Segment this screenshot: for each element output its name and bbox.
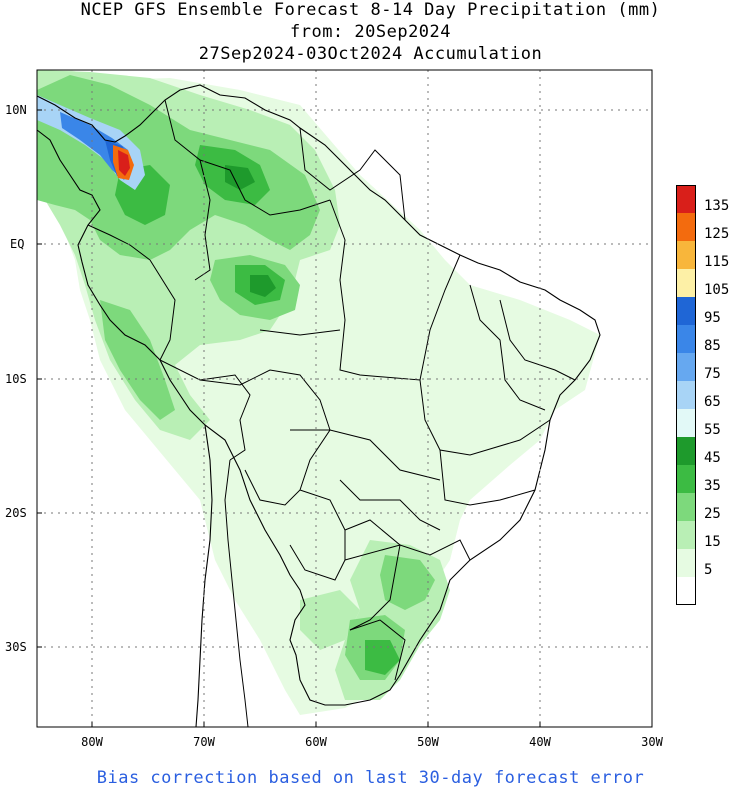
border-uruguay bbox=[349, 619, 406, 681]
map-title-line-1: NCEP GFS Ensemble Forecast 8-14 Day Prec… bbox=[80, 0, 661, 20]
border-brazil-states-1 bbox=[329, 199, 461, 381]
legend-row: 35 bbox=[676, 465, 736, 493]
lat-label-30s: 30S bbox=[5, 640, 27, 654]
border-brazil-states-4 bbox=[439, 449, 536, 506]
legend-swatch bbox=[676, 493, 696, 521]
field-coast-red bbox=[118, 150, 130, 176]
field-green-peru bbox=[100, 300, 175, 420]
legend-swatch bbox=[676, 353, 696, 381]
legend-label: 75 bbox=[704, 366, 721, 382]
lat-label-20s: 20S bbox=[5, 506, 27, 520]
border-guianas bbox=[299, 127, 406, 221]
lat-label-10s: 10S bbox=[5, 372, 27, 386]
legend-label: 135 bbox=[704, 198, 730, 214]
coastline-chile bbox=[195, 424, 213, 728]
legend-label: 105 bbox=[704, 282, 730, 298]
legend-swatch bbox=[676, 465, 696, 493]
lat-label-10n: 10N bbox=[5, 103, 27, 117]
legend-row: 5 bbox=[676, 549, 736, 577]
legend-row: 115 bbox=[676, 241, 736, 269]
border-brazil-states-5 bbox=[344, 539, 471, 561]
legend-label: 35 bbox=[704, 478, 721, 494]
lon-label-70w: 70W bbox=[193, 735, 215, 749]
legend-swatch bbox=[676, 185, 696, 213]
field-dark-green-core4 bbox=[365, 640, 400, 675]
border-brazil-states-3 bbox=[419, 379, 551, 456]
lon-label-50w: 50W bbox=[417, 735, 439, 749]
legend-row: 135 bbox=[676, 185, 736, 213]
border-peru-brazil bbox=[149, 259, 251, 461]
lon-label-30w: 30W bbox=[641, 735, 663, 749]
border-ecuador bbox=[87, 224, 151, 261]
legend-row: 75 bbox=[676, 353, 736, 381]
field-darkest-green-core bbox=[250, 275, 276, 297]
gridlines bbox=[37, 70, 652, 727]
legend-swatch bbox=[676, 325, 696, 353]
legend-swatch bbox=[676, 213, 696, 241]
legend-swatch bbox=[676, 577, 696, 605]
map-title-line-3: 27Sep2024-03Oct2024 Accumulation bbox=[198, 44, 543, 64]
border-brazil-states-7 bbox=[469, 284, 546, 411]
legend-swatch bbox=[676, 381, 696, 409]
border-brazil-states-8 bbox=[290, 429, 441, 481]
legend-label: 65 bbox=[704, 394, 721, 410]
field-darkest-green-core2 bbox=[225, 165, 255, 190]
legend-label: 25 bbox=[704, 506, 721, 522]
field-light-green-south2 bbox=[300, 590, 360, 650]
legend-swatch bbox=[676, 437, 696, 465]
legend-label: 45 bbox=[704, 450, 721, 466]
legend-row bbox=[676, 577, 736, 605]
legend-row: 85 bbox=[676, 325, 736, 353]
coastline-continent bbox=[36, 84, 601, 706]
legend-label: 125 bbox=[704, 226, 730, 242]
map-title-line-2: from: 20Sep2024 bbox=[289, 22, 452, 42]
legend-row: 45 bbox=[676, 437, 736, 465]
border-colombia-venezuela bbox=[164, 99, 331, 216]
border-brazil-states-9 bbox=[339, 479, 441, 531]
legend-row: 105 bbox=[676, 269, 736, 297]
legend-row: 55 bbox=[676, 409, 736, 437]
legend-swatch bbox=[676, 409, 696, 437]
lat-label-eq: EQ bbox=[10, 237, 24, 251]
legend-swatch bbox=[676, 521, 696, 549]
legend-row: 125 bbox=[676, 213, 736, 241]
legend-label: 85 bbox=[704, 338, 721, 354]
border-argentina-chile bbox=[224, 459, 249, 728]
legend-row: 65 bbox=[676, 381, 736, 409]
field-green-north bbox=[37, 75, 320, 260]
legend-label: 15 bbox=[704, 534, 721, 550]
precipitation-legend: 135 125 115 105 95 85 75 65 55 45 35 25 15 5 bbox=[676, 185, 736, 605]
legend-swatch bbox=[676, 549, 696, 577]
legend-row: 15 bbox=[676, 521, 736, 549]
bias-correction-note: Bias correction based on last 30-day for… bbox=[96, 768, 645, 788]
legend-label: 55 bbox=[704, 422, 721, 438]
lon-label-80w: 80W bbox=[81, 735, 103, 749]
field-green-south bbox=[380, 555, 435, 610]
precipitation-field bbox=[37, 70, 600, 715]
coastlines bbox=[36, 84, 601, 728]
legend-swatch bbox=[676, 269, 696, 297]
legend-label: 115 bbox=[704, 254, 730, 270]
country-borders bbox=[87, 99, 576, 728]
lon-label-40w: 40W bbox=[529, 735, 551, 749]
legend-label: 95 bbox=[704, 310, 721, 326]
border-brazil-states-6 bbox=[499, 299, 576, 381]
legend-row: 95 bbox=[676, 297, 736, 325]
border-brazil-states-2 bbox=[259, 329, 341, 336]
border-colombia-brazil bbox=[194, 159, 211, 281]
legend-swatch bbox=[676, 241, 696, 269]
legend-row: 25 bbox=[676, 493, 736, 521]
legend-label: 5 bbox=[704, 562, 713, 578]
legend-swatch bbox=[676, 297, 696, 325]
border-argentina-brazil bbox=[344, 519, 401, 631]
lon-label-60w: 60W bbox=[305, 735, 327, 749]
